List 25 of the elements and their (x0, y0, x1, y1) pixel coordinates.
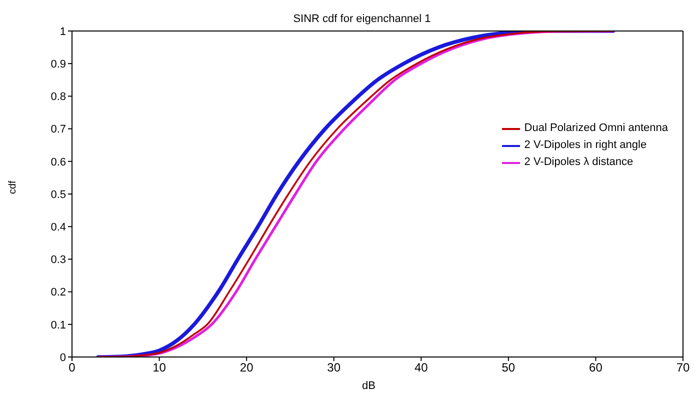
x-tick-label: 10 (152, 360, 166, 375)
x-tick-label: 20 (240, 360, 254, 375)
y-tick-label: 0.5 (50, 188, 66, 201)
x-tick-label: 70 (676, 360, 690, 375)
x-tick-label: 40 (414, 360, 428, 375)
x-tick-label: 50 (502, 360, 516, 375)
legend-label: 2 V-Dipoles in right angle (524, 138, 647, 153)
y-axis-title: cdf (8, 180, 19, 194)
legend-label: 2 V-Dipoles λ distance (524, 155, 634, 170)
y-tick-label: 0.8 (50, 91, 66, 104)
x-axis-title: dB (362, 380, 376, 392)
y-tick-label: 0.2 (50, 286, 66, 299)
y-tick-label: 0.3 (50, 254, 66, 266)
y-tick-label: 0.1 (50, 319, 66, 332)
x-tick-label: 0 (68, 360, 76, 375)
y-tick-label: 0.7 (50, 124, 66, 136)
y-tick-label: 0.4 (50, 222, 66, 234)
y-tick-label: 0 (60, 352, 66, 364)
legend-label: Dual Polarized Omni antenna (524, 121, 668, 136)
x-tick-label: 60 (589, 360, 603, 375)
chart-title: SINR cdf for eigenchannel 1 (293, 13, 431, 25)
y-tick-label: 1 (60, 26, 66, 38)
x-tick-label: 30 (327, 360, 341, 375)
y-tick-label: 0.9 (50, 58, 66, 71)
y-tick-label: 0.6 (50, 156, 66, 168)
